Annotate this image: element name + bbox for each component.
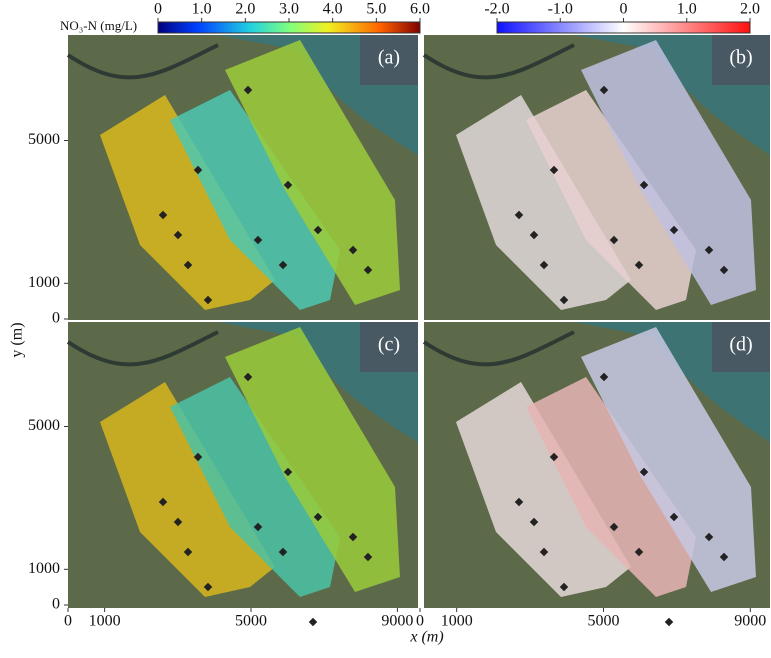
map-panel: (a) (68, 35, 418, 339)
y-tick-label: 1000 (28, 560, 60, 577)
y-tick-label: 1000 (28, 274, 60, 291)
colorbar-tick-label: 1.0 (677, 1, 697, 18)
x-tick-label: 9000 (734, 613, 766, 630)
x-axis-label: x (m) (409, 629, 443, 646)
map-panel: (b) (424, 35, 770, 339)
colorbar (497, 22, 750, 33)
figure: NO₃-N (mg/L) x (m) y (m) 0 1.0 2.0 3.0 4.0 5.… (0, 0, 771, 653)
colorbar-tick-label: 2.0 (235, 1, 255, 18)
colorbar (158, 22, 420, 33)
colorbar-tick-label: 3.0 (279, 1, 299, 18)
well-marker (665, 618, 673, 626)
y-axis-label: y (m) (9, 322, 26, 357)
panel-label: (b) (729, 47, 752, 69)
x-tick-label: 0 (64, 613, 72, 630)
x-tick-label: 1000 (89, 613, 121, 630)
colorbar-tick-label: 0 (154, 1, 162, 18)
y-tick-label: 0 (52, 310, 60, 327)
colorbar-tick-label: 5.0 (366, 1, 386, 18)
colorbar-label: NO₃-N (mg/L) (60, 18, 137, 33)
well-marker (309, 618, 317, 626)
panel-label: (d) (729, 334, 752, 356)
colorbar-tick-label: 6.0 (410, 1, 430, 18)
x-tick-label: 1000 (441, 613, 473, 630)
map-panel: (c) (68, 322, 418, 626)
y-tick-label: 0 (52, 596, 60, 613)
colorbar-tick-label: 4.0 (323, 1, 343, 18)
x-tick-label: 0 (416, 613, 424, 630)
colorbar-tick-label: -1.0 (548, 1, 573, 18)
x-tick-label: 5000 (588, 613, 620, 630)
y-tick-label: 5000 (28, 417, 60, 434)
x-tick-label: 9000 (381, 613, 413, 630)
colorbar-tick-label: -2.0 (484, 1, 509, 18)
panel-label: (a) (378, 47, 400, 69)
colorbar-tick-label: 0 (620, 1, 628, 18)
y-tick-label: 5000 (28, 131, 60, 148)
panel-label: (c) (378, 334, 400, 356)
colorbar-tick-label: 2.0 (740, 1, 760, 18)
colorbar-tick-label: 1.0 (192, 1, 212, 18)
map-panel: (d) (424, 322, 770, 626)
x-tick-label: 5000 (235, 613, 267, 630)
